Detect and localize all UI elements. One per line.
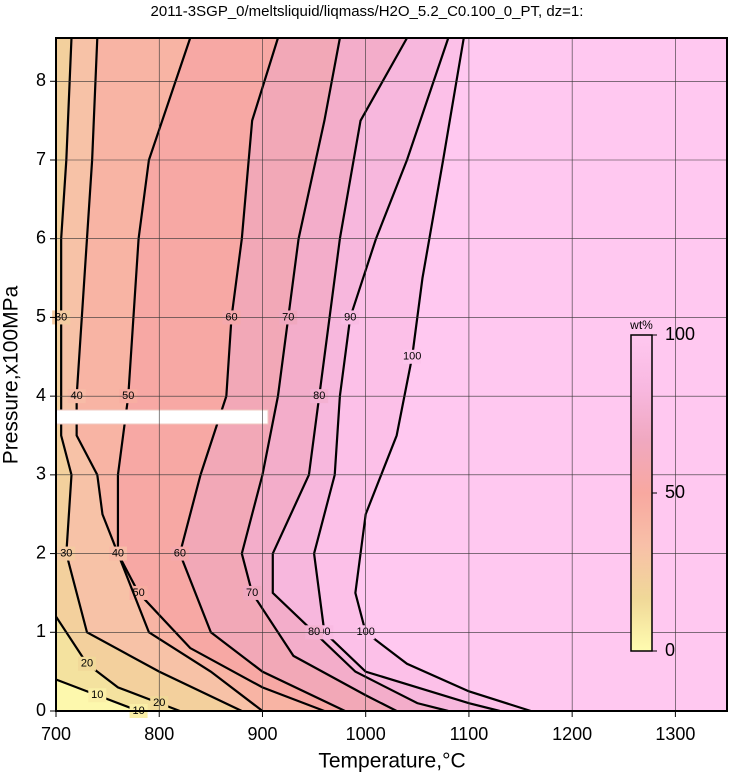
contour-label-bg <box>77 656 96 671</box>
x-tick-label: 1200 <box>552 724 592 744</box>
x-tick-label: 900 <box>247 724 277 744</box>
contour-label-bg <box>243 585 262 600</box>
colorbar-tick-label: 100 <box>665 324 695 344</box>
y-tick-label: 7 <box>36 149 46 169</box>
contour-line <box>116 37 325 713</box>
y-tick-label: 5 <box>36 306 46 326</box>
x-tick-label: 1100 <box>450 724 489 744</box>
contour-label-bg <box>88 688 107 703</box>
contour-label: 10 <box>91 689 103 701</box>
chart-title: 2011-3SGP_0/meltsliquid/liqmass/H2O_5.2_… <box>151 3 584 20</box>
contour-line <box>178 37 346 712</box>
contour-region <box>56 616 180 711</box>
y-tick-label: 0 <box>36 700 46 720</box>
x-tick-label: 1000 <box>346 724 386 744</box>
y-tick-label: 2 <box>36 542 46 562</box>
colorbar-tick-label: 0 <box>665 640 675 660</box>
x-tick-label: 700 <box>41 724 71 744</box>
y-tick-label: 4 <box>36 385 46 405</box>
contour-label: 20 <box>81 658 93 670</box>
contour-region <box>56 38 263 711</box>
contour-line <box>60 37 243 712</box>
x-axis-label: Temperature,°C <box>318 750 465 773</box>
y-tick-label: 1 <box>36 621 46 641</box>
contour-region <box>56 38 325 711</box>
y-tick-label: 6 <box>36 227 46 247</box>
contour-label: 70 <box>246 587 258 599</box>
colorbar-tick-label: 50 <box>665 482 685 502</box>
contour-label: 100 <box>403 351 421 363</box>
contour-label-bg <box>403 349 422 364</box>
colorbar-label: wt% <box>629 318 653 332</box>
x-tick-label: 1300 <box>655 724 695 744</box>
x-tick-label: 800 <box>144 724 174 744</box>
colorbar <box>630 334 653 652</box>
plot-frame <box>55 37 728 712</box>
y-tick-label: 8 <box>36 70 46 90</box>
y-axis-label: Pressure,x100MPa <box>0 285 23 464</box>
white-band <box>55 409 269 425</box>
y-tick-label: 3 <box>36 464 46 484</box>
